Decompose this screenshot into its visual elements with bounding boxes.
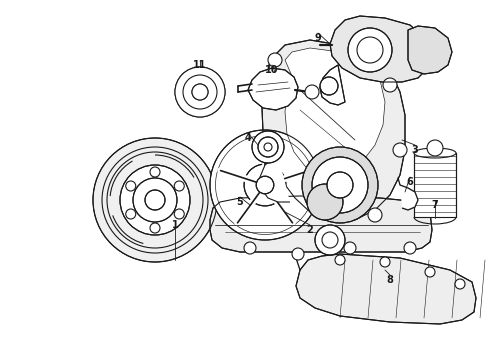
Polygon shape bbox=[248, 68, 298, 110]
Circle shape bbox=[348, 28, 392, 72]
Text: 11: 11 bbox=[193, 60, 207, 70]
Circle shape bbox=[183, 75, 217, 109]
Circle shape bbox=[404, 242, 416, 254]
Circle shape bbox=[383, 78, 397, 92]
Circle shape bbox=[133, 178, 177, 222]
Polygon shape bbox=[260, 155, 290, 202]
Text: 6: 6 bbox=[407, 177, 414, 187]
Circle shape bbox=[427, 140, 443, 156]
Text: 3: 3 bbox=[412, 145, 418, 155]
Polygon shape bbox=[414, 153, 456, 217]
Circle shape bbox=[368, 208, 382, 222]
Circle shape bbox=[320, 77, 338, 95]
Circle shape bbox=[315, 225, 345, 255]
Text: 7: 7 bbox=[432, 200, 439, 210]
Polygon shape bbox=[400, 185, 418, 210]
Polygon shape bbox=[210, 196, 432, 252]
Text: 1: 1 bbox=[172, 220, 178, 230]
Circle shape bbox=[150, 167, 160, 177]
Circle shape bbox=[258, 137, 278, 157]
Circle shape bbox=[244, 164, 286, 206]
Polygon shape bbox=[262, 40, 405, 222]
Circle shape bbox=[425, 267, 435, 277]
Circle shape bbox=[174, 209, 184, 219]
Circle shape bbox=[192, 84, 208, 100]
Circle shape bbox=[292, 248, 304, 260]
Ellipse shape bbox=[414, 148, 456, 158]
Circle shape bbox=[256, 176, 274, 194]
Circle shape bbox=[192, 84, 208, 100]
Polygon shape bbox=[320, 65, 345, 105]
Text: 10: 10 bbox=[265, 65, 279, 75]
Circle shape bbox=[93, 138, 217, 262]
Circle shape bbox=[150, 223, 160, 233]
Polygon shape bbox=[330, 16, 430, 82]
Circle shape bbox=[120, 165, 190, 235]
Polygon shape bbox=[296, 254, 476, 324]
Polygon shape bbox=[285, 48, 385, 176]
Circle shape bbox=[327, 172, 353, 198]
Circle shape bbox=[175, 67, 225, 117]
Circle shape bbox=[344, 242, 356, 254]
Text: 5: 5 bbox=[237, 197, 244, 207]
Circle shape bbox=[393, 143, 407, 157]
Circle shape bbox=[335, 255, 345, 265]
Circle shape bbox=[307, 184, 343, 220]
Text: 4: 4 bbox=[245, 133, 251, 143]
Circle shape bbox=[264, 143, 272, 151]
Circle shape bbox=[244, 242, 256, 254]
Circle shape bbox=[174, 181, 184, 191]
Circle shape bbox=[175, 67, 225, 117]
Circle shape bbox=[145, 190, 165, 210]
Text: 2: 2 bbox=[307, 225, 314, 235]
Circle shape bbox=[305, 85, 319, 99]
Text: 8: 8 bbox=[387, 275, 393, 285]
Circle shape bbox=[302, 147, 378, 223]
Text: 9: 9 bbox=[315, 33, 321, 43]
Circle shape bbox=[252, 131, 284, 163]
Circle shape bbox=[126, 209, 136, 219]
Circle shape bbox=[312, 157, 368, 213]
Circle shape bbox=[455, 279, 465, 289]
Circle shape bbox=[126, 181, 136, 191]
Circle shape bbox=[210, 130, 320, 240]
Polygon shape bbox=[408, 26, 452, 74]
Circle shape bbox=[380, 257, 390, 267]
Circle shape bbox=[268, 53, 282, 67]
